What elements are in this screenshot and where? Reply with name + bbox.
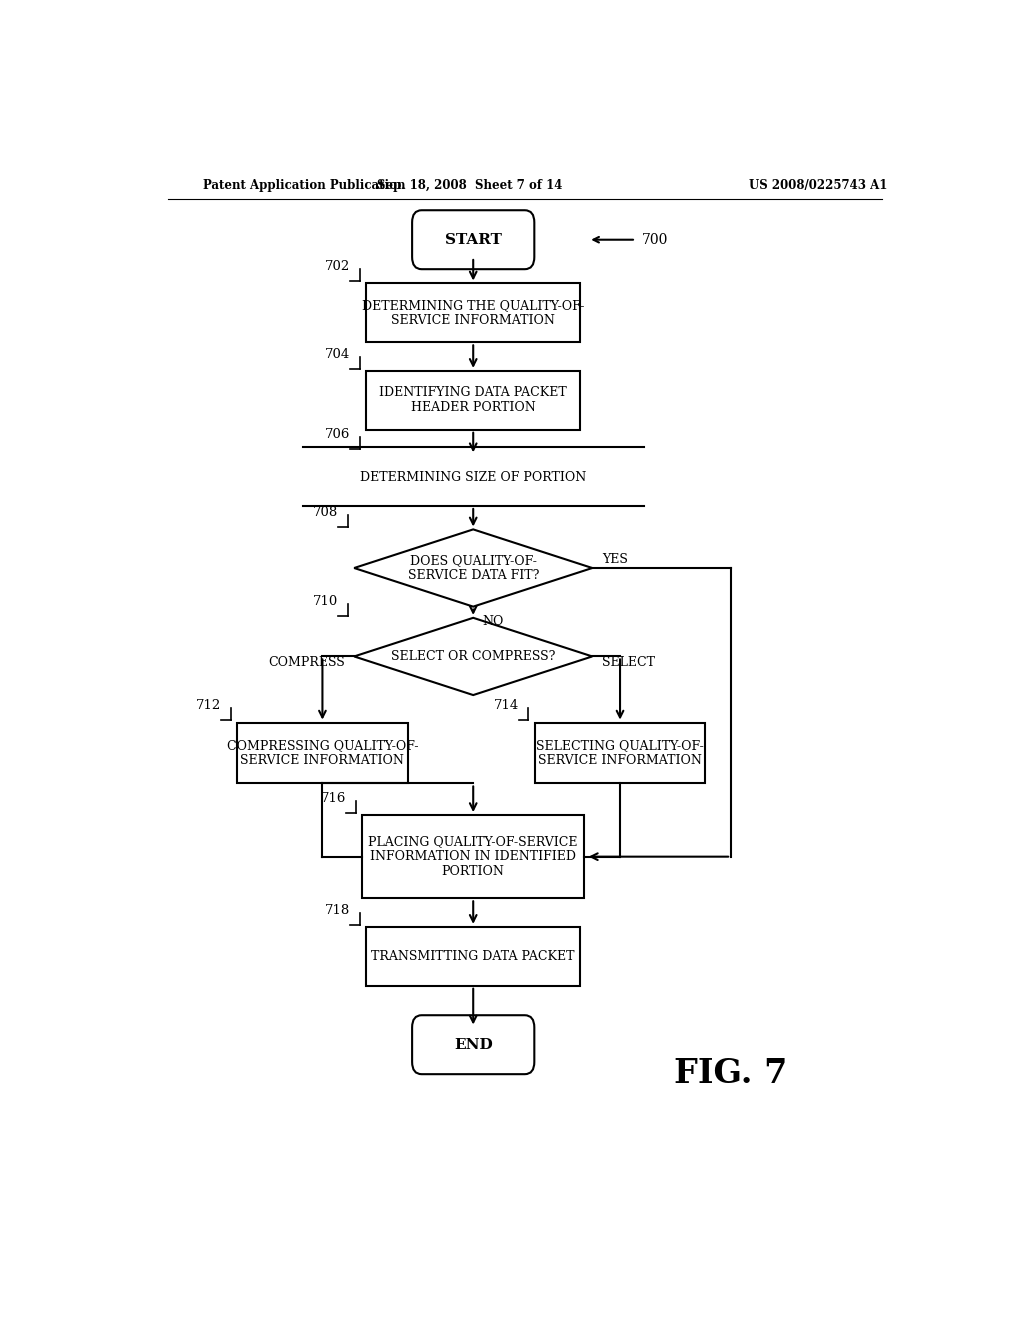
Text: Patent Application Publication: Patent Application Publication	[204, 180, 406, 193]
Text: 710: 710	[313, 594, 338, 607]
Text: END: END	[454, 1038, 493, 1052]
Text: 718: 718	[325, 904, 350, 916]
Bar	[367, 927, 581, 986]
Text: 706: 706	[325, 428, 350, 441]
Text: SELECT: SELECT	[602, 656, 654, 669]
Text: SELECTING QUALITY-OF-
SERVICE INFORMATION: SELECTING QUALITY-OF- SERVICE INFORMATIO…	[537, 739, 703, 767]
Text: DETERMINING SIZE OF PORTION: DETERMINING SIZE OF PORTION	[360, 471, 587, 484]
Text: TRANSMITTING DATA PACKET: TRANSMITTING DATA PACKET	[372, 950, 574, 962]
Bar	[362, 814, 585, 899]
Text: 714: 714	[494, 700, 519, 713]
Bar	[535, 722, 706, 784]
Polygon shape	[354, 529, 592, 607]
Text: PLACING QUALITY-OF-SERVICE
INFORMATION IN IDENTIFIED
PORTION: PLACING QUALITY-OF-SERVICE INFORMATION I…	[369, 836, 578, 878]
Text: 712: 712	[196, 700, 221, 713]
Bar	[367, 284, 581, 342]
Text: Sep. 18, 2008  Sheet 7 of 14: Sep. 18, 2008 Sheet 7 of 14	[377, 180, 562, 193]
Text: DETERMINING THE QUALITY-OF-
SERVICE INFORMATION: DETERMINING THE QUALITY-OF- SERVICE INFO…	[362, 298, 585, 327]
Text: DOES QUALITY-OF-
SERVICE DATA FIT?: DOES QUALITY-OF- SERVICE DATA FIT?	[408, 554, 539, 582]
FancyBboxPatch shape	[412, 1015, 535, 1074]
Text: COMPRESS: COMPRESS	[268, 656, 345, 669]
Text: 700: 700	[642, 232, 669, 247]
Text: FIG. 7: FIG. 7	[675, 1056, 787, 1090]
Text: START: START	[444, 232, 502, 247]
FancyBboxPatch shape	[412, 210, 535, 269]
Bar	[367, 371, 581, 430]
Text: 708: 708	[313, 507, 338, 519]
Text: US 2008/0225743 A1: US 2008/0225743 A1	[750, 180, 888, 193]
Bar	[238, 722, 408, 784]
Text: 704: 704	[325, 347, 350, 360]
Text: NO: NO	[482, 615, 504, 628]
Text: YES: YES	[602, 553, 628, 566]
Text: 702: 702	[325, 260, 350, 273]
Text: IDENTIFYING DATA PACKET
HEADER PORTION: IDENTIFYING DATA PACKET HEADER PORTION	[379, 387, 567, 414]
Polygon shape	[354, 618, 592, 696]
Text: COMPRESSING QUALITY-OF-
SERVICE INFORMATION: COMPRESSING QUALITY-OF- SERVICE INFORMAT…	[226, 739, 418, 767]
Text: SELECT OR COMPRESS?: SELECT OR COMPRESS?	[391, 649, 555, 663]
Text: 716: 716	[321, 792, 346, 805]
